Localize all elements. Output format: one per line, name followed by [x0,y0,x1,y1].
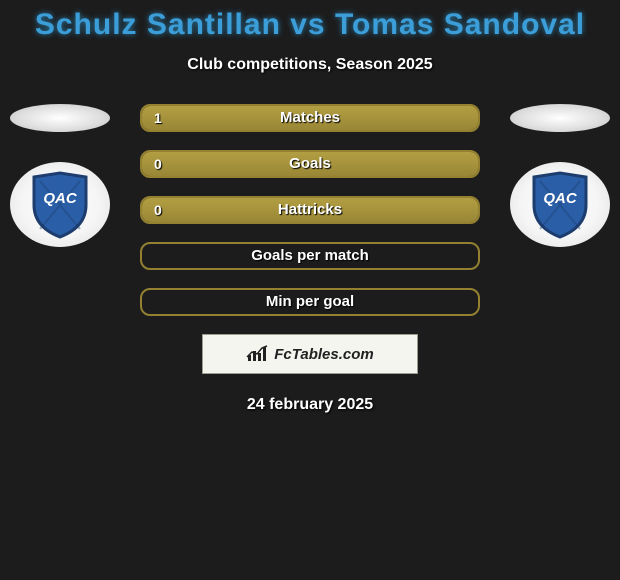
subtitle: Club competitions, Season 2025 [0,56,620,74]
shield-icon: QAC [532,171,588,239]
chart-icon [246,345,268,363]
stat-bar-goals-per-match: Goals per match [140,242,480,270]
footer-date: 24 february 2025 [0,396,620,414]
title-text: Schulz Santillan vs Tomas Sandoval [35,8,585,41]
stat-bars: 1 Matches 0 Goals 0 Hattricks Goals per … [140,104,480,316]
player-left-slot: QAC [5,104,115,247]
stat-bar-goals: 0 Goals [140,150,480,178]
bar-label: Hattricks [142,198,478,222]
player-left-club-badge: QAC [10,162,110,247]
watermark: FcTables.com [202,334,418,374]
page-title: Schulz Santillan vs Tomas Sandoval [0,0,620,42]
player-right-avatar-placeholder [510,104,610,132]
comparison-content: QAC QAC 1 Matches 0 Goals 0 Hattricks [0,104,620,414]
player-left-avatar-placeholder [10,104,110,132]
bar-label: Matches [142,106,478,130]
stat-bar-matches: 1 Matches [140,104,480,132]
stat-bar-hattricks: 0 Hattricks [140,196,480,224]
badge-text-left: QAC [43,190,78,207]
bar-label: Goals per match [142,244,478,268]
stat-bar-min-per-goal: Min per goal [140,288,480,316]
bar-label: Min per goal [142,290,478,314]
watermark-text: FcTables.com [274,346,373,363]
player-right-slot: QAC [505,104,615,247]
shield-icon: QAC [32,171,88,239]
badge-text-right: QAC [543,190,578,207]
player-right-club-badge: QAC [510,162,610,247]
bar-label: Goals [142,152,478,176]
